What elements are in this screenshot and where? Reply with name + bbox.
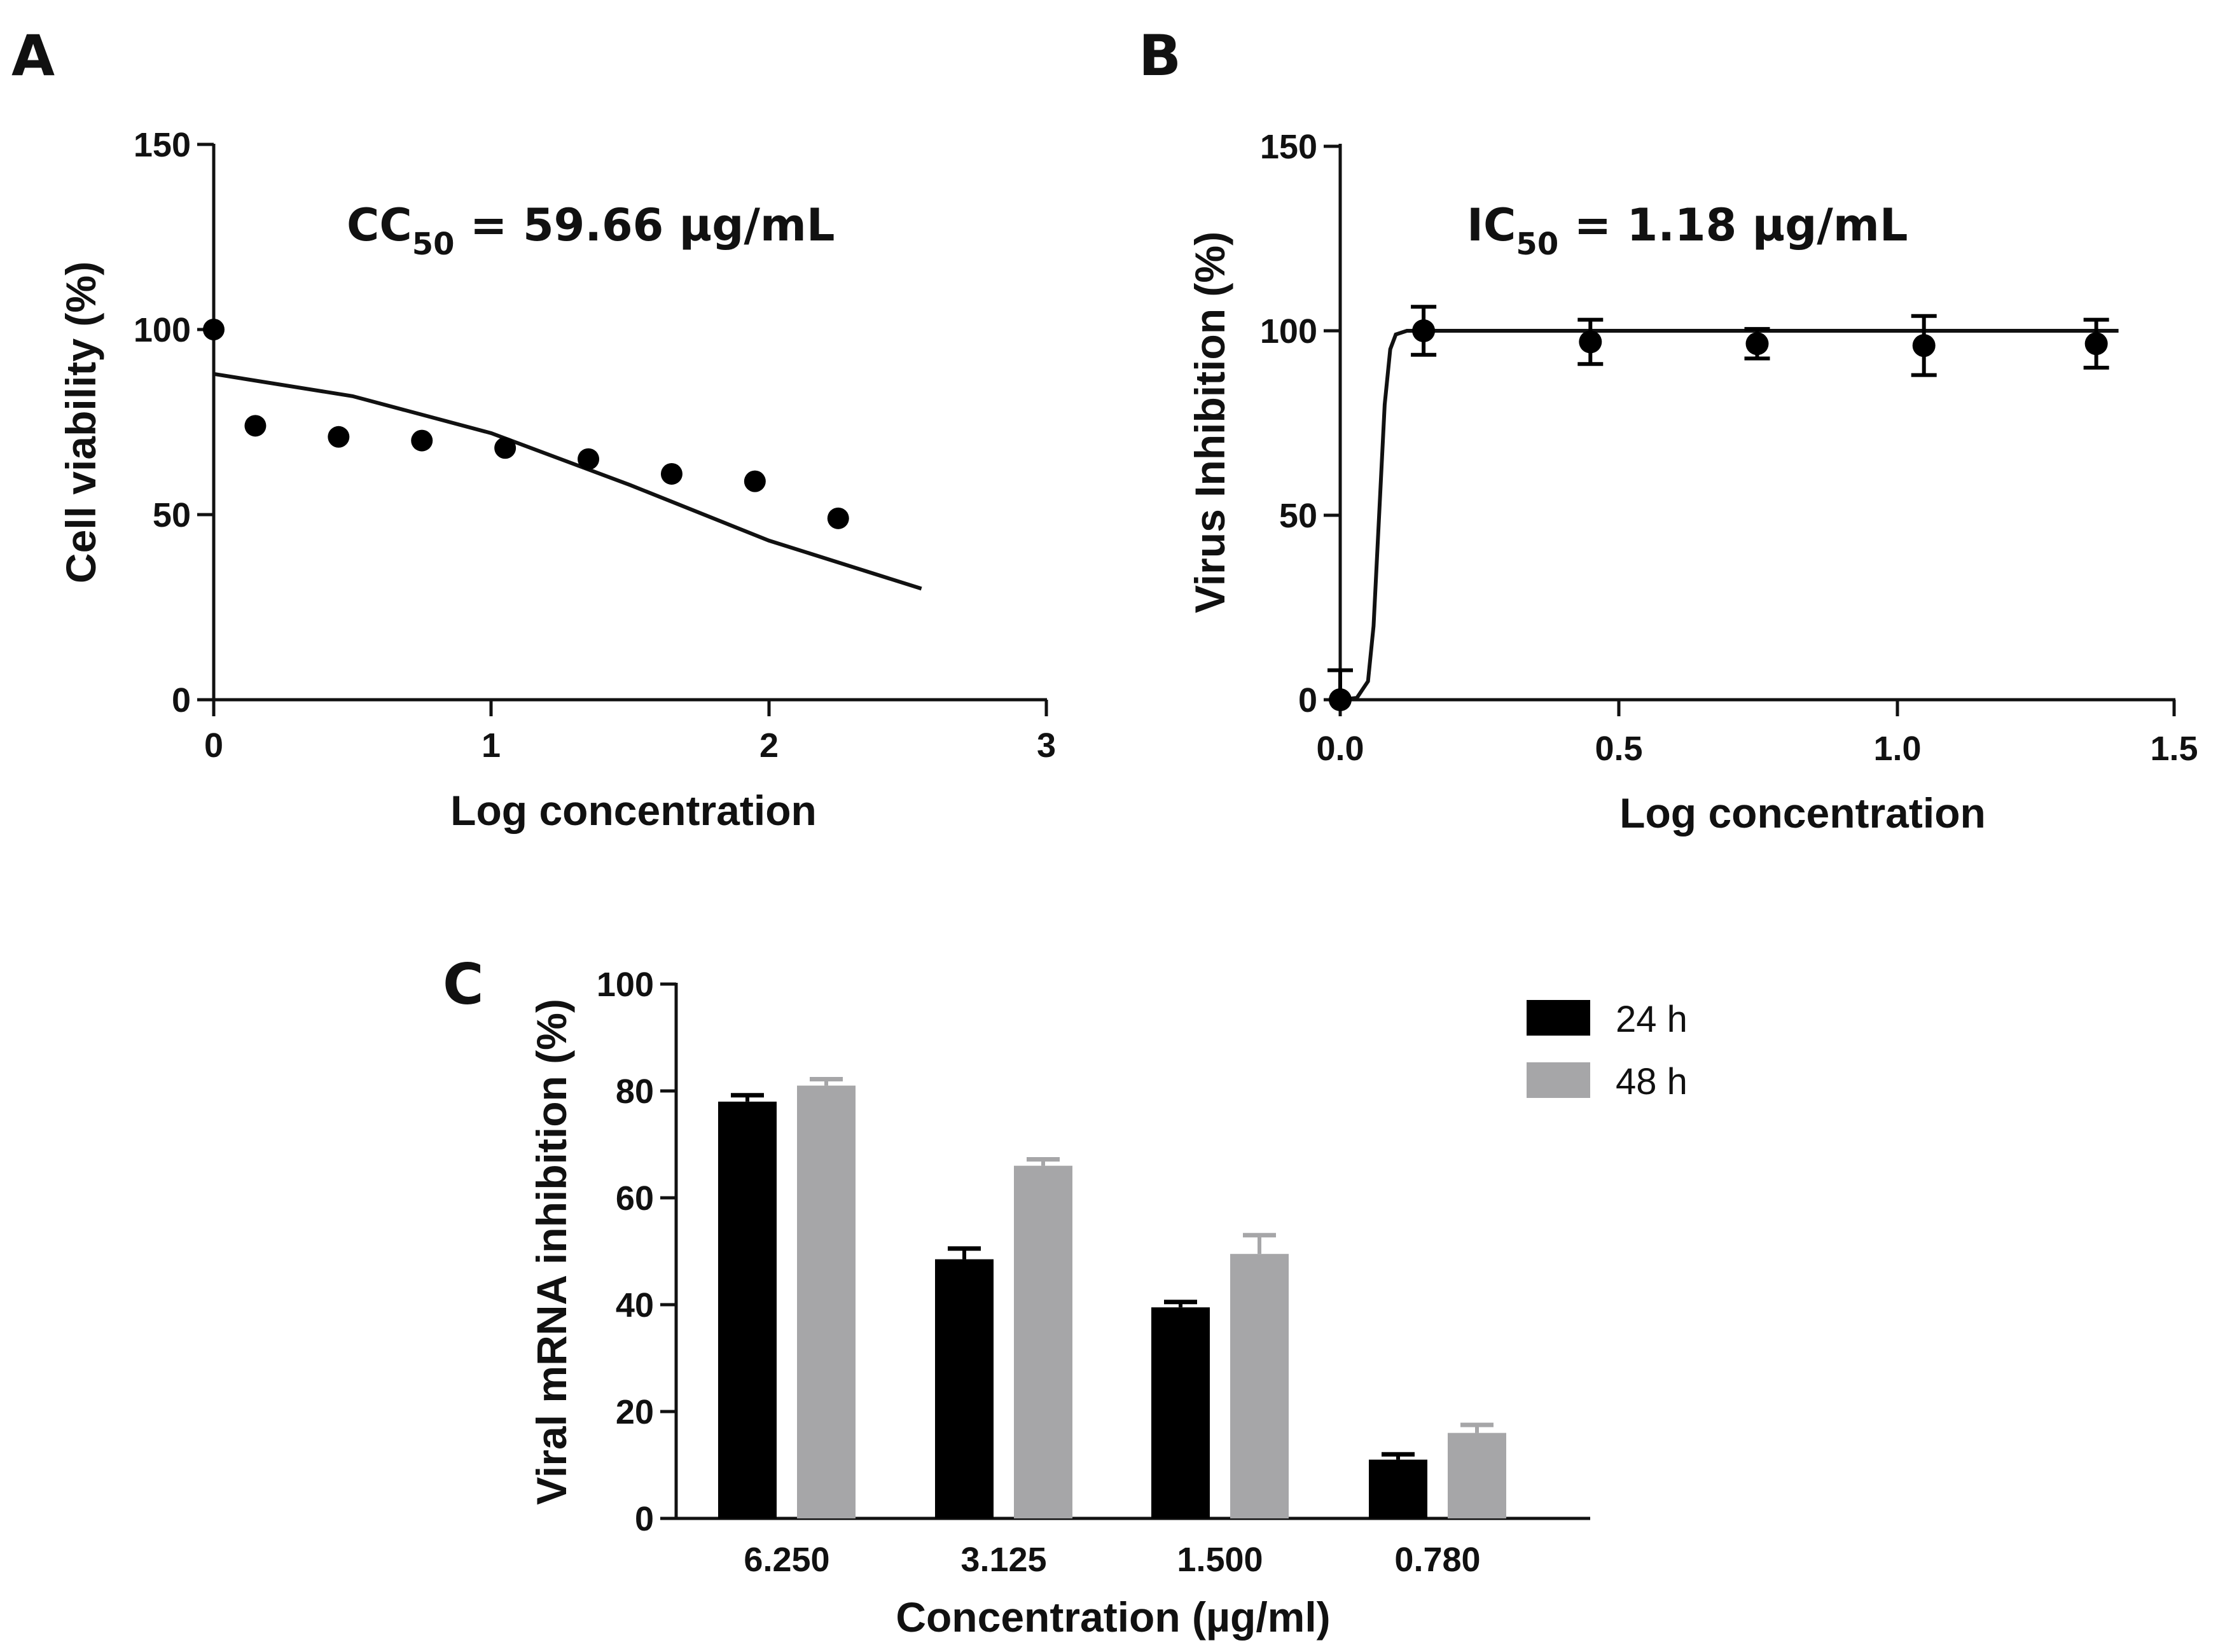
data-point-a [411,429,433,452]
x-tick-label-a: 3 [1037,726,1056,765]
panel-letter-c: C [443,952,484,1017]
x-tick-label-c: 3.125 [960,1541,1046,1579]
y-tick-label-c: 80 [616,1072,654,1111]
x-axis-title-c: Concentration (µg/ml) [896,1593,1330,1641]
x-axis-title-b: Log concentration [1619,789,1986,836]
x-tick-label-b: 1.5 [2150,730,2198,768]
annotation-b-sub: 50 [1516,226,1558,262]
axes-a [212,144,1047,702]
data-point-a [203,319,225,340]
y-tick-label-c: 0 [635,1500,654,1538]
y-tick-label-c: 100 [597,966,654,1004]
y-tick-label-a: 100 [134,311,191,349]
legend-swatch-24h [1527,1000,1590,1036]
y-tick-label-b: 50 [1279,497,1317,535]
annotation-a-main: CC [347,199,412,251]
x-tick-label-b: 0.0 [1316,730,1364,768]
x-tick-label-c: 0.780 [1394,1541,1480,1579]
annotation-b: IC50 = 1.18 µg/mL [1467,199,1908,262]
y-tick-label-c: 60 [616,1179,654,1218]
ticks-c: 0 20 40 60 80 100 [597,966,676,1538]
bar-48h-0.780 [1448,1433,1506,1518]
legend-label-48h: 48 h [1616,1061,1688,1102]
bar-48h-1.500 [1230,1254,1289,1518]
axes-b [1338,144,2175,702]
y-tick-label-c: 40 [616,1286,654,1324]
fit-curve-b [1340,329,2119,702]
bar-24h-0.780 [1369,1459,1427,1518]
y-tick-label-a: 150 [134,126,191,164]
panel-c: C 0 20 40 60 80 100 Concentration (µg/ml… [443,952,1688,1641]
data-point-a [578,448,600,470]
bar-24h-1.500 [1151,1307,1210,1518]
legend-label-24h: 24 h [1616,999,1688,1040]
y-tick-label-b: 100 [1260,312,1317,351]
data-point-b [1412,319,1436,342]
data-point-a [660,462,683,485]
ticks-b: 0 50 100 150 0.0 0.5 1.0 1.5 [1260,128,2198,768]
data-point-b [2084,332,2108,356]
y-tick-label-b: 150 [1260,128,1317,166]
bar-24h-6.250 [718,1101,777,1518]
bar-48h-6.250 [797,1085,856,1518]
data-point-b [1745,332,1769,356]
annotation-b-main: IC [1467,199,1516,251]
legend-c: 24 h 48 h [1527,999,1688,1102]
annotation-a: CC50 = 59.66 µg/mL [347,199,835,262]
x-tick-label-c: 6.250 [744,1541,829,1579]
bars-c: 6.250 3.125 1.500 0.780 [718,1077,1506,1579]
y-axis-title-c: Viral mRNA inhibition (%) [528,999,575,1505]
annotation-a-sub: 50 [412,226,455,262]
data-point-a [494,437,516,459]
data-point-a [244,415,267,437]
data-point-b [1329,688,1352,711]
fit-curve-a [213,371,922,591]
x-tick-label-a: 0 [204,726,223,765]
y-tick-label-c: 20 [616,1393,654,1431]
panel-b: B IC50 = 1.18 µg/mL 0 50 100 150 0.0 0.5… [1139,23,2198,836]
y-tick-label-b: 0 [1298,681,1317,719]
x-tick-label-b: 1.0 [1873,730,1921,768]
x-axis-title-a: Log concentration [450,787,817,834]
x-tick-label-a: 1 [482,726,501,765]
data-point-a [827,507,849,529]
y-axis-title-b: Virus Inhibition (%) [1186,232,1233,613]
bar-24h-3.125 [935,1259,994,1518]
annotation-a-rest: = 59.66 µg/mL [455,199,835,251]
y-axis-title-a: Cell viability (%) [57,261,104,583]
x-tick-label-a: 2 [759,726,779,765]
data-point-a [744,470,766,492]
data-points-b [1327,305,2109,711]
ticks-a: 0 50 100 150 0 1 2 3 [134,126,1056,765]
data-point-b [1579,330,1602,354]
y-tick-label-a: 0 [172,681,191,719]
panel-a: A CC50 = 59.66 µg/mL 0 50 100 150 0 1 2 … [11,23,1056,834]
legend-swatch-48h [1527,1062,1590,1098]
annotation-b-rest: = 1.18 µg/mL [1558,199,1908,251]
panel-letter-b: B [1139,23,1181,88]
data-point-a [328,426,350,448]
x-tick-label-b: 0.5 [1595,730,1642,768]
data-points-a [203,319,849,529]
data-point-b [1912,334,1936,357]
panel-letter-a: A [11,23,55,88]
bar-48h-3.125 [1014,1165,1072,1518]
y-tick-label-a: 50 [153,496,191,534]
x-tick-label-c: 1.500 [1177,1541,1263,1579]
